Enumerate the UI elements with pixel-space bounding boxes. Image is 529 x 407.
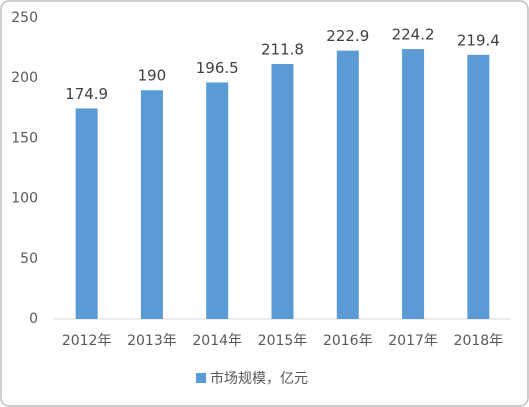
data-label: 211.8 [261,40,304,58]
y-tick-label: 150 [11,130,38,146]
x-tick-label: 2013年 [127,333,177,349]
x-tick-label: 2018年 [454,333,504,349]
y-tick-label: 200 [11,70,38,86]
legend-label: 市场规模，亿元 [210,370,308,387]
data-label: 222.9 [326,27,369,45]
x-tick-label: 2012年 [62,333,112,349]
data-label: 224.2 [392,26,435,44]
y-tick-label: 50 [20,251,38,267]
y-tick-label: 250 [11,10,38,26]
x-tick-label: 2015年 [258,333,308,349]
bar [271,63,294,320]
legend-swatch [196,373,206,383]
x-tick-label: 2016年 [323,333,373,349]
bar [75,108,98,319]
data-label: 219.4 [457,31,500,49]
bar [140,90,163,320]
y-tick-label: 100 [11,191,38,207]
bar [206,82,229,319]
data-label: 190 [138,67,167,85]
data-label: 196.5 [196,59,239,77]
bar [402,49,425,319]
bar [467,54,490,319]
bar [336,50,359,320]
y-tick-label: 0 [29,311,38,327]
x-tick-label: 2017年 [388,333,438,349]
x-tick-label: 2014年 [192,333,242,349]
data-label: 174.9 [65,85,108,103]
